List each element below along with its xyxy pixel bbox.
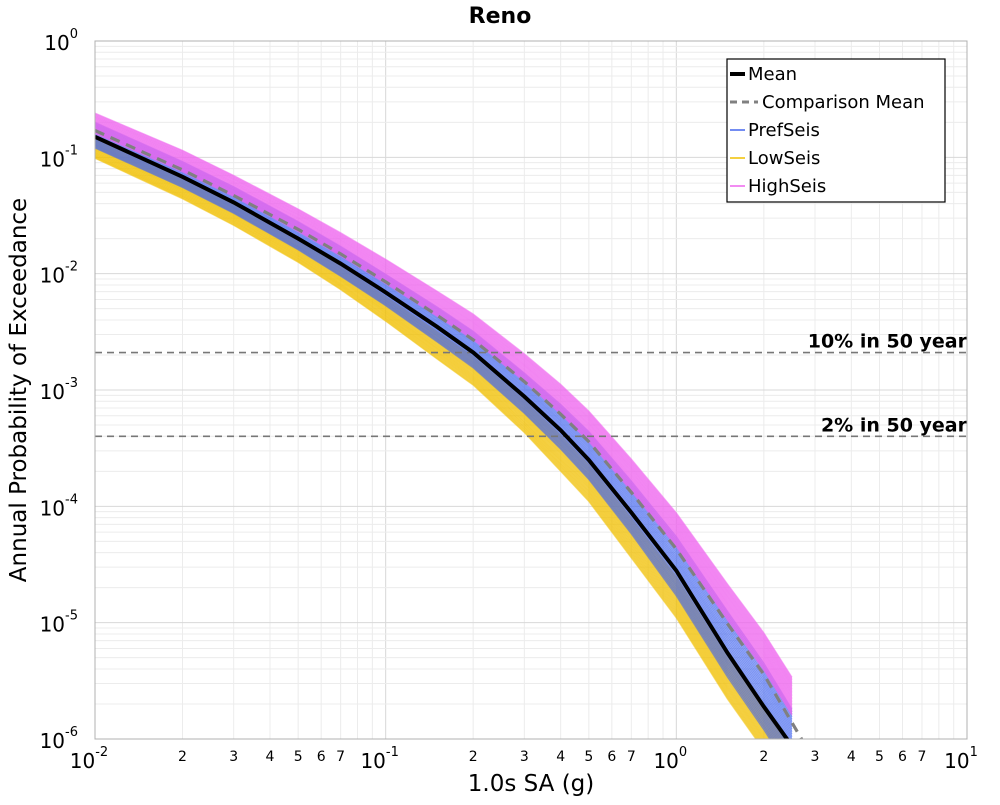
comparison-mean-line <box>95 129 804 739</box>
curve-prefseis <box>95 147 771 739</box>
y-axis-ticks: 100 10-1 10-2 10-3 10-4 10-5 10-6 <box>40 27 78 753</box>
curve-lowseis <box>95 153 764 739</box>
curve-highseis <box>95 115 793 684</box>
reference-label: 10% in 50 year <box>808 331 968 353</box>
legend-box <box>726 58 946 203</box>
legend: Mean Comparison Mean PrefSeis LowSeis HighSe… <box>726 58 946 203</box>
curve-lowseis <box>95 150 767 739</box>
curve-highseis <box>95 125 793 703</box>
legend-label: LowSeis <box>748 148 820 169</box>
x-minor-tick-label: 6 <box>317 749 326 765</box>
legend-label: Mean <box>748 64 797 85</box>
mean-line <box>95 134 790 739</box>
curve-prefseis <box>95 140 782 739</box>
curve-highseis <box>95 112 793 678</box>
curve-highseis <box>95 129 793 709</box>
x-tick-label: 100 <box>653 745 687 773</box>
reference-label: 2% in 50 year <box>821 414 968 436</box>
x-minor-tick-label: 5 <box>294 749 303 765</box>
series-lines <box>95 129 804 739</box>
curve-highseis <box>95 118 793 688</box>
y-tick-label: 10-2 <box>40 260 78 288</box>
curve-lowseis <box>95 147 771 739</box>
curve-highseis <box>95 116 793 685</box>
x-minor-tick-label: 7 <box>627 749 636 765</box>
x-minor-tick-label: 3 <box>520 749 529 765</box>
y-axis-label: Annual Probability of Exceedance <box>6 198 32 582</box>
curve-highseis <box>95 121 793 694</box>
curve-highseis <box>95 117 793 687</box>
curve-highseis <box>95 123 793 699</box>
y-tick-label: 10-1 <box>40 143 78 171</box>
x-minor-tick-label: 5 <box>584 749 593 765</box>
curve-highseis <box>95 120 793 693</box>
curve-lowseis <box>95 157 758 739</box>
curve-highseis <box>95 127 793 706</box>
x-minor-tick-label: 2 <box>759 749 768 765</box>
curve-prefseis <box>95 141 781 739</box>
curve-prefseis <box>95 145 774 739</box>
curve-lowseis <box>95 155 760 739</box>
reference-lines: 10% in 50 year 2% in 50 year <box>95 331 968 438</box>
x-tick-label: 101 <box>944 745 978 773</box>
legend-label: Comparison Mean <box>762 92 925 113</box>
curve-lowseis <box>95 148 770 739</box>
curve-highseis <box>95 122 793 697</box>
curve-prefseis <box>95 142 779 739</box>
x-minor-tick-label: 7 <box>918 749 927 765</box>
curve-lowseis <box>95 153 763 739</box>
x-minor-tick-label: 6 <box>898 749 907 765</box>
curve-prefseis <box>95 146 773 739</box>
curve-highseis <box>95 126 793 704</box>
y-tick-label: 10-5 <box>40 609 78 637</box>
curve-lowseis <box>95 151 766 739</box>
x-minor-tick-label: 3 <box>229 749 238 765</box>
x-minor-tick-label: 7 <box>336 749 345 765</box>
chart-title: Reno <box>469 4 532 29</box>
x-minor-tick-label: 5 <box>875 749 884 765</box>
curve-lowseis <box>95 156 759 739</box>
x-minor-tick-label: 4 <box>847 749 856 765</box>
y-tick-label: 10-4 <box>40 492 78 520</box>
curve-prefseis <box>95 144 776 739</box>
curve-lowseis <box>95 150 768 739</box>
curve-highseis <box>95 124 793 700</box>
x-tick-label: 10-2 <box>70 745 108 773</box>
x-minor-tick-label: 4 <box>266 749 275 765</box>
curve-highseis <box>95 114 793 681</box>
x-axis-label: 1.0s SA (g) <box>468 771 595 797</box>
curve-highseis <box>95 118 793 690</box>
curve-lowseis <box>95 154 761 739</box>
x-minor-tick-label: 2 <box>469 749 478 765</box>
x-minor-tick-label: 2 <box>178 749 187 765</box>
curve-prefseis <box>95 134 792 739</box>
curve-highseis <box>95 113 793 679</box>
curve-highseis <box>95 128 793 707</box>
y-tick-label: 10-3 <box>40 376 78 404</box>
curve-highseis <box>95 122 793 696</box>
curve-highseis <box>95 125 793 701</box>
x-minor-tick-label: 3 <box>811 749 820 765</box>
legend-label: HighSeis <box>748 176 826 197</box>
plot-frame <box>94 40 968 740</box>
y-tick-label: 10-6 <box>40 725 78 753</box>
x-tick-label: 10-1 <box>360 745 398 773</box>
curve-lowseis <box>95 152 765 739</box>
curve-lowseis <box>95 149 769 739</box>
x-minor-tick-label: 6 <box>607 749 616 765</box>
curve-highseis <box>95 114 793 682</box>
curve-prefseis <box>95 143 777 739</box>
curve-lowseis <box>95 157 757 739</box>
legend-label: PrefSeis <box>748 120 820 141</box>
y-tick-label: 100 <box>44 27 78 55</box>
curve-prefseis <box>95 139 784 739</box>
curve-prefseis <box>95 132 793 738</box>
x-minor-tick-label: 4 <box>556 749 565 765</box>
curve-highseis <box>95 119 793 691</box>
curve-prefseis <box>95 133 793 739</box>
